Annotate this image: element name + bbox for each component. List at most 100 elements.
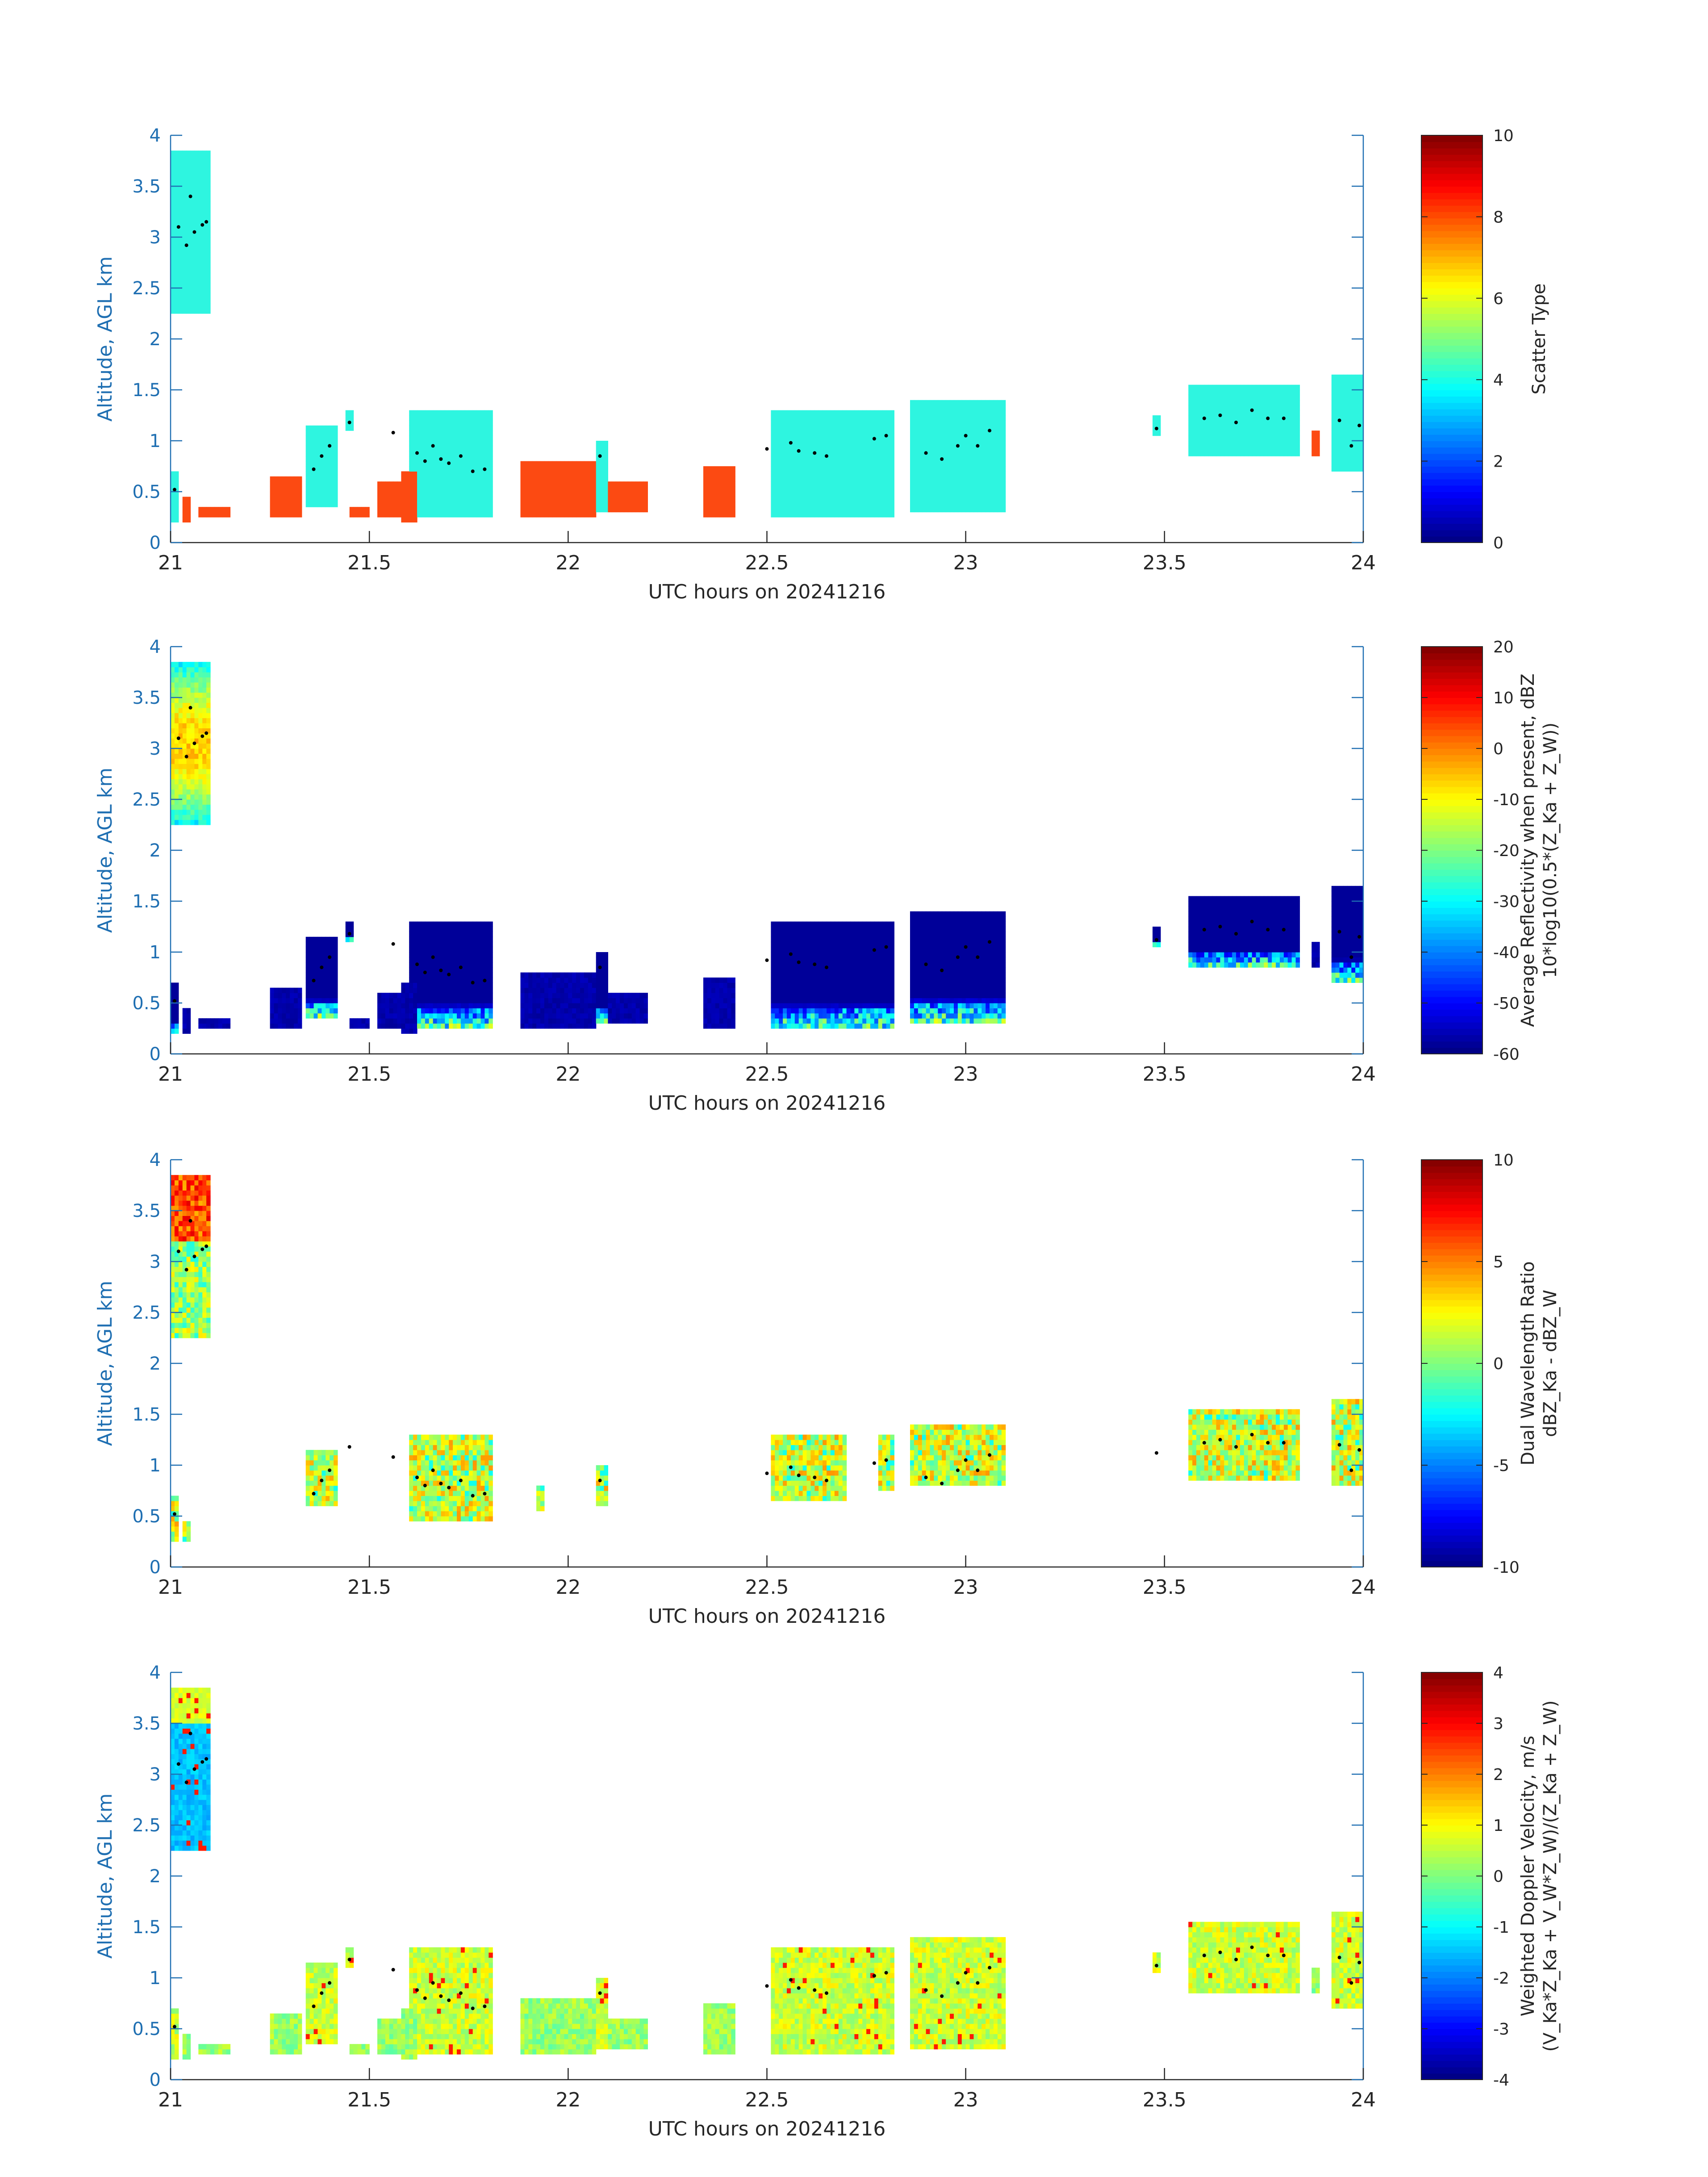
heatmap-cell	[194, 232, 199, 238]
heatmap-cell	[771, 927, 775, 932]
colorbar-band	[1421, 275, 1482, 282]
heatmap-cell	[592, 492, 597, 497]
heatmap-cell	[890, 410, 894, 416]
heatmap-cell	[787, 1008, 791, 1014]
heatmap-cell	[480, 1013, 485, 1019]
heatmap-cell	[771, 972, 775, 978]
heatmap-cell	[484, 456, 489, 462]
heatmap-cell	[771, 1003, 775, 1008]
heatmap-cell	[178, 298, 183, 304]
heatmap-cell	[417, 501, 422, 507]
heatmap-cell	[731, 987, 735, 993]
heatmap-cell	[489, 481, 493, 487]
heatmap-cell	[600, 461, 605, 467]
heatmap-cell	[986, 425, 990, 431]
heatmap-cell	[552, 978, 557, 983]
heatmap-cell	[528, 1013, 533, 1019]
heatmap-cell	[552, 1013, 557, 1019]
heatmap-cell	[429, 481, 434, 487]
heatmap-cell	[1220, 451, 1224, 456]
heatmap-cell	[934, 400, 938, 405]
heatmap-cell	[202, 272, 207, 278]
heatmap-cell	[556, 471, 561, 477]
heatmap-cell	[584, 466, 589, 472]
heatmap-cell	[779, 1018, 783, 1024]
heatmap-cell	[401, 1018, 405, 1024]
heatmap-cell	[866, 410, 871, 416]
heatmap-cell	[596, 962, 601, 968]
heatmap-cell	[186, 242, 191, 248]
heatmap-cell	[309, 998, 314, 1003]
heatmap-cell	[731, 497, 735, 502]
heatmap-cell	[707, 512, 712, 518]
heatmap-cell	[823, 507, 827, 513]
heatmap-cell	[480, 1003, 485, 1008]
heatmap-cell	[560, 982, 564, 988]
heatmap-cell	[489, 952, 493, 957]
heatmap-cell	[823, 430, 827, 436]
heatmap-cell	[930, 446, 934, 451]
heatmap-cell	[417, 998, 422, 1003]
heatmap-cell	[612, 501, 616, 507]
heatmap-cell	[775, 446, 779, 451]
heatmap-cell	[206, 743, 211, 749]
heatmap-cell	[202, 206, 207, 212]
heatmap-cell	[926, 497, 931, 502]
heatmap-cell	[1287, 400, 1292, 405]
heatmap-cell	[564, 481, 568, 487]
heatmap-cell	[1216, 420, 1221, 426]
heatmap-cell	[468, 481, 473, 487]
heatmap-cell	[596, 1003, 601, 1008]
heatmap-cell	[973, 410, 978, 416]
heatmap-cell	[429, 1013, 434, 1019]
heatmap-cell	[544, 978, 549, 983]
heatmap-cell	[520, 987, 525, 993]
heatmap-cell	[1220, 410, 1224, 416]
heatmap-cell	[711, 507, 716, 513]
heatmap-cell	[190, 784, 195, 790]
heatmap-cell	[1228, 451, 1232, 456]
heatmap-cell	[981, 415, 986, 421]
heatmap-cell	[771, 932, 775, 937]
heatmap-cell	[186, 161, 191, 166]
heatmap-cell	[464, 952, 469, 957]
heatmap-cell	[182, 667, 187, 673]
heatmap-cell	[178, 789, 183, 795]
heatmap-cell	[206, 738, 211, 744]
heatmap-cell	[779, 932, 783, 937]
heatmap-cell	[484, 993, 489, 999]
heatmap-cell	[1216, 425, 1221, 431]
heatmap-cell	[198, 237, 203, 242]
heatmap-cell	[783, 486, 787, 492]
heatmap-cell	[994, 430, 998, 436]
heatmap-cell	[524, 993, 529, 999]
heatmap-cell	[305, 471, 310, 477]
heatmap-cell	[1283, 420, 1288, 426]
heatmap-cell	[445, 1003, 449, 1008]
heatmap-cell	[274, 998, 278, 1003]
heatmap-cell	[1335, 446, 1340, 451]
heatmap-cell	[322, 982, 326, 988]
heatmap-cell	[421, 972, 426, 978]
heatmap-cell	[1228, 430, 1232, 436]
heatmap-cell	[476, 420, 481, 426]
heatmap-cell	[270, 1023, 275, 1029]
heatmap-cell	[771, 1013, 775, 1019]
heatmap-cell	[842, 501, 847, 507]
heatmap-cell	[206, 308, 211, 314]
heatmap-cell	[1315, 441, 1320, 446]
colorbar-band	[1421, 453, 1482, 460]
heatmap-cell	[798, 430, 803, 436]
heatmap-cell	[226, 1018, 231, 1024]
heatmap-cell	[198, 155, 203, 161]
heatmap-cell	[961, 425, 966, 431]
heatmap-cell	[453, 446, 457, 451]
heatmap-cell	[810, 441, 815, 446]
heatmap-cell	[930, 471, 934, 477]
heatmap-cell	[309, 497, 314, 502]
heatmap-cell	[997, 410, 1002, 416]
heatmap-cell	[532, 466, 537, 472]
heatmap-cell	[977, 425, 982, 431]
heatmap-cell	[703, 1008, 708, 1014]
heatmap-cell	[882, 481, 887, 487]
